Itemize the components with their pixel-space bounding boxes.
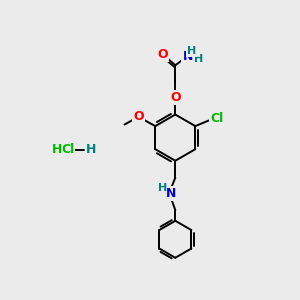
Text: H: H <box>85 143 96 157</box>
Text: N: N <box>182 50 193 62</box>
Text: O: O <box>158 48 168 61</box>
Text: O: O <box>170 91 181 104</box>
Text: H: H <box>187 46 196 56</box>
Text: Cl: Cl <box>61 143 74 157</box>
Text: N: N <box>166 187 176 200</box>
Text: O: O <box>133 110 144 123</box>
Text: H: H <box>158 183 167 193</box>
Text: H: H <box>194 54 203 64</box>
Text: H: H <box>52 143 63 157</box>
Text: Cl: Cl <box>210 112 224 125</box>
